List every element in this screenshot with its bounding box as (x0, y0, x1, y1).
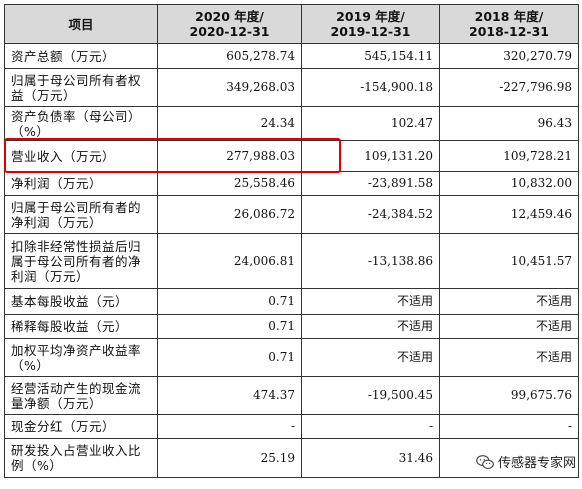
cell-2018: 109,728.21 (439, 140, 579, 172)
row-label: 经营活动产生的现金流量净额（万元） (4, 376, 158, 415)
table-row: 稀释每股收益（元） 0.71 不适用 不适用 (4, 314, 579, 339)
row-label: 基本每股收益（元） (4, 288, 158, 315)
table-row: 资产总额（万元） 605,278.74 545,154.11 320,270.7… (4, 43, 579, 69)
table-row: 现金分红（万元） - - - (4, 414, 579, 439)
cell-2019: 545,154.11 (301, 43, 440, 69)
cell-2018: 10,451.57 (439, 233, 579, 289)
header-2020: 2020 年度/2020-12-31 (157, 4, 302, 44)
cell-2019: -24,384.52 (301, 195, 440, 234)
table-row: 经营活动产生的现金流量净额（万元） 474.37 -19,500.45 99,6… (4, 376, 579, 415)
cell-2020: 25,558.46 (157, 171, 302, 196)
cell-2020: 24,006.81 (157, 233, 302, 289)
header-2019: 2019 年度/2019-12-31 (301, 4, 440, 44)
row-label: 加权平均净资产收益率（%） (4, 338, 158, 377)
table-row: 研发投入占营业收入比例（%） 25.19 31.46 (4, 438, 579, 478)
cell-2019: 31.46 (301, 438, 440, 478)
header-2018: 2018 年度/2018-12-31 (439, 4, 579, 44)
cell-2018: 96.43 (439, 106, 579, 141)
table-row: 资产负债率（母公司）（%） 24.34 102.47 96.43 (4, 106, 579, 141)
cell-2019: -13,138.86 (301, 233, 440, 289)
cell-2020: 605,278.74 (157, 43, 302, 69)
cell-2020: 0.71 (157, 338, 302, 377)
cell-2020: 0.71 (157, 314, 302, 339)
cell-2018: 10,832.00 (439, 171, 579, 196)
header-item: 项目 (4, 4, 158, 44)
row-label: 资产负债率（母公司）（%） (4, 106, 158, 141)
row-label: 营业收入（万元） (4, 140, 158, 172)
cell-2019: 不适用 (301, 338, 440, 377)
row-label: 研发投入占营业收入比例（%） (4, 438, 158, 478)
financial-table: 项目 2020 年度/2020-12-31 2019 年度/2019-12-31… (4, 4, 579, 478)
highlight-box (4, 138, 341, 173)
row-label: 净利润（万元） (4, 171, 158, 196)
cell-2020: 349,268.03 (157, 68, 302, 107)
cell-2018: 不适用 (439, 288, 579, 315)
cell-2020: 277,988.03 (157, 140, 302, 172)
cell-2020: 25.19 (157, 438, 302, 478)
cell-2020: 24.34 (157, 106, 302, 141)
cell-2020: 0.71 (157, 288, 302, 315)
cell-2020: 26,086.72 (157, 195, 302, 234)
watermark-text: 传感器专家网 (497, 456, 576, 471)
cell-2018: 12,459.46 (439, 195, 579, 234)
table-row: 净利润（万元） 25,558.46 -23,891.58 10,832.00 (4, 171, 579, 196)
row-label: 归属于母公司所有者权益（万元） (4, 68, 158, 107)
row-label: 扣除非经常性损益后归属于母公司所有者的净利润（万元） (4, 233, 158, 289)
cell-2018: 不适用 (439, 338, 579, 377)
row-label: 稀释每股收益（元） (4, 314, 158, 339)
table-row: 归属于母公司所有者的净利润（万元） 26,086.72 -24,384.52 1… (4, 195, 579, 234)
watermark: 传感器专家网 (475, 452, 576, 471)
cell-2019: -23,891.58 (301, 171, 440, 196)
row-label: 现金分红（万元） (4, 414, 158, 439)
cell-2019: 不适用 (301, 314, 440, 339)
cell-2020: 474.37 (157, 376, 302, 415)
table-row: 扣除非经常性损益后归属于母公司所有者的净利润（万元） 24,006.81 -13… (4, 233, 579, 289)
row-label: 归属于母公司所有者的净利润（万元） (4, 195, 158, 234)
cell-2018: 320,270.79 (439, 43, 579, 69)
cell-2019: -19,500.45 (301, 376, 440, 415)
table-row: 基本每股收益（元） 0.71 不适用 不适用 (4, 288, 579, 315)
wechat-icon (476, 454, 494, 469)
table-row: 营业收入（万元） 277,988.03 109,131.20 109,728.2… (4, 140, 579, 172)
cell-2018: 不适用 (439, 314, 579, 339)
cell-2018: 99,675.76 (439, 376, 579, 415)
cell-2019: 102.47 (301, 106, 440, 141)
cell-2020: - (157, 414, 302, 439)
row-label: 资产总额（万元） (4, 43, 158, 69)
cell-2018: -227,796.98 (439, 68, 579, 107)
cell-2019: - (301, 414, 440, 439)
cell-2019: 不适用 (301, 288, 440, 315)
cell-2018: - (439, 414, 579, 439)
table-row: 加权平均净资产收益率（%） 0.71 不适用 不适用 (4, 338, 579, 377)
cell-2019: -154,900.18 (301, 68, 440, 107)
header-row: 项目 2020 年度/2020-12-31 2019 年度/2019-12-31… (4, 4, 579, 44)
table-row: 归属于母公司所有者权益（万元） 349,268.03 -154,900.18 -… (4, 68, 579, 107)
